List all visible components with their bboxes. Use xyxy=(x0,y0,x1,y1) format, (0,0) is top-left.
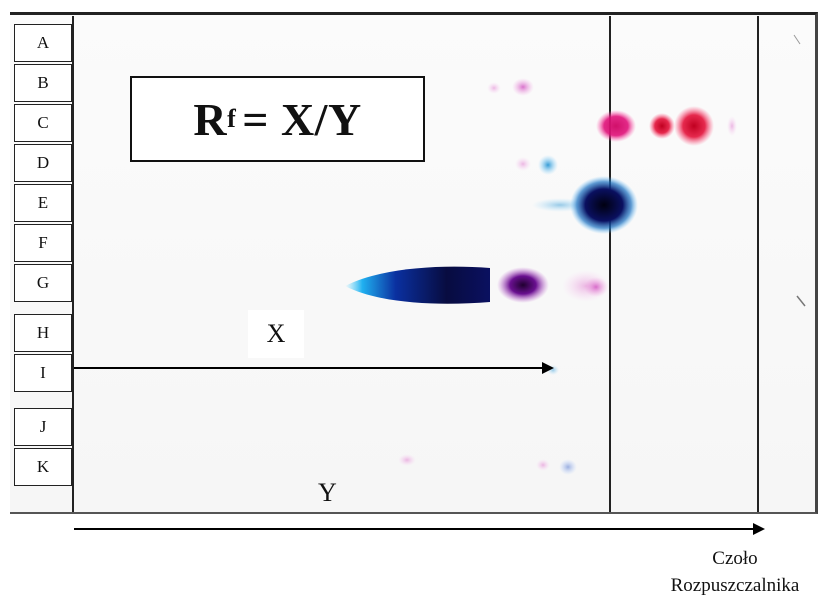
lane-label-f: F xyxy=(14,224,72,262)
edge-mark xyxy=(796,295,806,307)
rf-equation: = X/Y xyxy=(242,93,362,145)
spot-e-1 xyxy=(570,176,638,234)
solvent-front-line1: Czoło xyxy=(712,548,758,569)
spot-k-3 xyxy=(559,459,577,475)
lane-label-h: H xyxy=(14,314,72,352)
spot-k-2 xyxy=(536,459,550,471)
spot-b-2 xyxy=(512,78,534,96)
spot-g-streak xyxy=(345,266,490,304)
lane-label-j: J xyxy=(14,408,72,446)
lane-label-k: K xyxy=(14,448,72,486)
spot-d-2 xyxy=(538,155,558,175)
solvent-front-caption: Czoło Rozpuszczalnika xyxy=(640,545,828,599)
rf-subscript: f xyxy=(227,104,237,133)
lane-label-c: C xyxy=(14,104,72,142)
spot-k-1 xyxy=(398,454,416,466)
solvent-front-line xyxy=(609,16,611,512)
spot-d-1 xyxy=(515,157,531,171)
edge-mark xyxy=(793,34,801,45)
lane-label-a: A xyxy=(14,24,72,62)
rf-symbol: R xyxy=(193,93,228,145)
lane-label-i: I xyxy=(14,354,72,392)
spot-g-4 xyxy=(584,277,608,297)
solvent-front-line2: Rozpuszczalnika xyxy=(670,575,800,596)
plate-divider-left xyxy=(72,16,74,512)
x-distance-label: X xyxy=(248,310,304,358)
spot-c-2 xyxy=(649,113,675,139)
lane-label-b: B xyxy=(14,64,72,102)
y-distance-label: Y xyxy=(318,478,337,507)
spot-c-1 xyxy=(596,110,636,142)
lane-label-d: D xyxy=(14,144,72,182)
plate-divider-right xyxy=(757,16,759,512)
lane-label-e: E xyxy=(14,184,72,222)
spot-c-4 xyxy=(727,116,737,136)
spot-b-1 xyxy=(487,82,501,94)
spot-g-2 xyxy=(497,267,549,303)
lane-label-g: G xyxy=(14,264,72,302)
spot-c-3 xyxy=(674,106,714,146)
spot-i-1 xyxy=(547,365,559,375)
